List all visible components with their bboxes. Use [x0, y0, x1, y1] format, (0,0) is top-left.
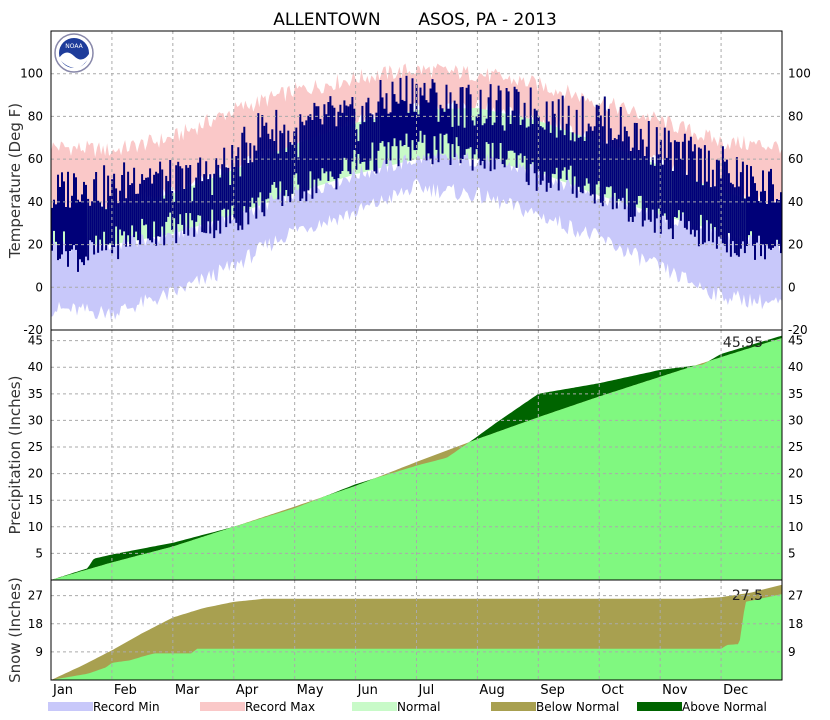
legend-item: Record Max [200, 700, 315, 714]
month-label: Sep [540, 683, 565, 698]
y-tick-right: 27 [788, 589, 803, 603]
y-tick-right: 20 [788, 467, 803, 481]
y-tick-right: 60 [788, 152, 803, 166]
y-tick-right: 100 [788, 67, 811, 81]
y-tick-left: 27 [28, 589, 43, 603]
y-tick-left: 10 [28, 520, 43, 534]
panel-temperature: -20 -20 0 0 20 20 40 40 60 60 80 80 100 100 Temperatur… [6, 30, 811, 337]
y-tick-right: 20 [788, 238, 803, 252]
y-tick-left: 18 [28, 617, 43, 631]
y-tick-left: 45 [28, 334, 43, 348]
month-label: May [297, 683, 324, 698]
y-tick-right: 10 [788, 520, 803, 534]
y-tick-left: 60 [28, 152, 43, 166]
y-tick-left: 15 [28, 493, 43, 507]
month-label: Jan [52, 683, 73, 698]
y-tick-right: -20 [788, 323, 808, 337]
month-label: Jun [357, 683, 378, 698]
month-label: Nov [662, 683, 688, 698]
legend-label: Record Max [245, 700, 315, 714]
y-tick-right: 35 [788, 387, 803, 401]
y-tick-right: 18 [788, 617, 803, 631]
y-tick-right: 9 [788, 645, 796, 659]
legend-label: Below Normal [536, 700, 619, 714]
y-tick-left: 5 [35, 546, 43, 560]
month-label: Mar [175, 683, 200, 698]
legend-item: Normal [352, 700, 440, 714]
svg-text:NOAA: NOAA [65, 43, 83, 50]
y-tick-left: 100 [20, 67, 43, 81]
y-tick-left: 80 [28, 109, 43, 123]
y-tick-right: 5 [788, 546, 796, 560]
y-axis-label-temperature: Temperature (Deg F) [6, 103, 24, 259]
legend-swatch [48, 702, 93, 711]
legend-item: Record Min [48, 700, 160, 714]
y-axis-label-precipitation: Precipitation (Inches) [6, 376, 24, 535]
y-tick-right: 15 [788, 493, 803, 507]
legend-item: Above Normal [637, 700, 767, 714]
legend-swatch [352, 702, 397, 711]
y-tick-right: 40 [788, 360, 803, 374]
y-tick-left: 35 [28, 387, 43, 401]
panel-frame [50, 579, 783, 681]
chart-title: ALLENTOWN ASOS, PA - 2013 [273, 10, 557, 30]
legend-swatch [637, 702, 682, 711]
month-labels: Jan Feb Mar Apr May Jun Jul Aug Sep Oct Nov Dec [52, 683, 748, 698]
legend-label: Normal [397, 700, 440, 714]
panel-precipitation: 45.95 5 5 10 10 15 15 20 20 25 25 30 30 35 35 40 40 45 45 P… [6, 329, 803, 581]
y-tick-right: 80 [788, 109, 803, 123]
y-tick-right: 30 [788, 413, 803, 427]
month-label: Aug [479, 683, 504, 698]
y-tick-left: -20 [23, 323, 43, 337]
legend-item: Below Normal [491, 700, 619, 714]
y-tick-right: 25 [788, 440, 803, 454]
y-tick-left: 30 [28, 413, 43, 427]
month-label: Jul [418, 683, 435, 698]
y-tick-left: 0 [35, 280, 43, 294]
month-label: Oct [601, 683, 623, 698]
legend-swatch [491, 702, 536, 711]
observed-temperature-bars [51, 75, 782, 272]
y-tick-left: 20 [28, 238, 43, 252]
y-tick-left: 40 [28, 360, 43, 374]
gridlines-snow [51, 580, 782, 680]
y-tick-left: 20 [28, 467, 43, 481]
month-label: Dec [723, 683, 748, 698]
gridlines-precipitation [51, 330, 782, 580]
y-tick-right: 0 [788, 280, 796, 294]
y-axis-label-snow: Snow (Inches) [6, 577, 24, 683]
noaa-logo: NOAA [54, 33, 94, 73]
chart-panels: -20 -20 0 0 20 20 40 40 60 60 80 80 100 100 Temperatur… [6, 30, 811, 698]
record-min-band [51, 151, 782, 322]
y-tick-right: 45 [788, 334, 803, 348]
gridlines-temperature [51, 31, 782, 330]
legend-label: Above Normal [682, 700, 767, 714]
y-tick-left: 40 [28, 195, 43, 209]
legend-label: Record Min [93, 700, 160, 714]
y-tick-right: 40 [788, 195, 803, 209]
y-tick-left: 25 [28, 440, 43, 454]
month-label: Apr [236, 683, 259, 698]
chart-legend: Record Min Record Max Normal Below Normal Ab… [48, 700, 767, 714]
legend-swatch [200, 702, 245, 711]
month-label: Feb [114, 683, 137, 698]
total-label-precipitation: 45.95 [723, 335, 763, 351]
y-tick-left: 9 [35, 645, 43, 659]
